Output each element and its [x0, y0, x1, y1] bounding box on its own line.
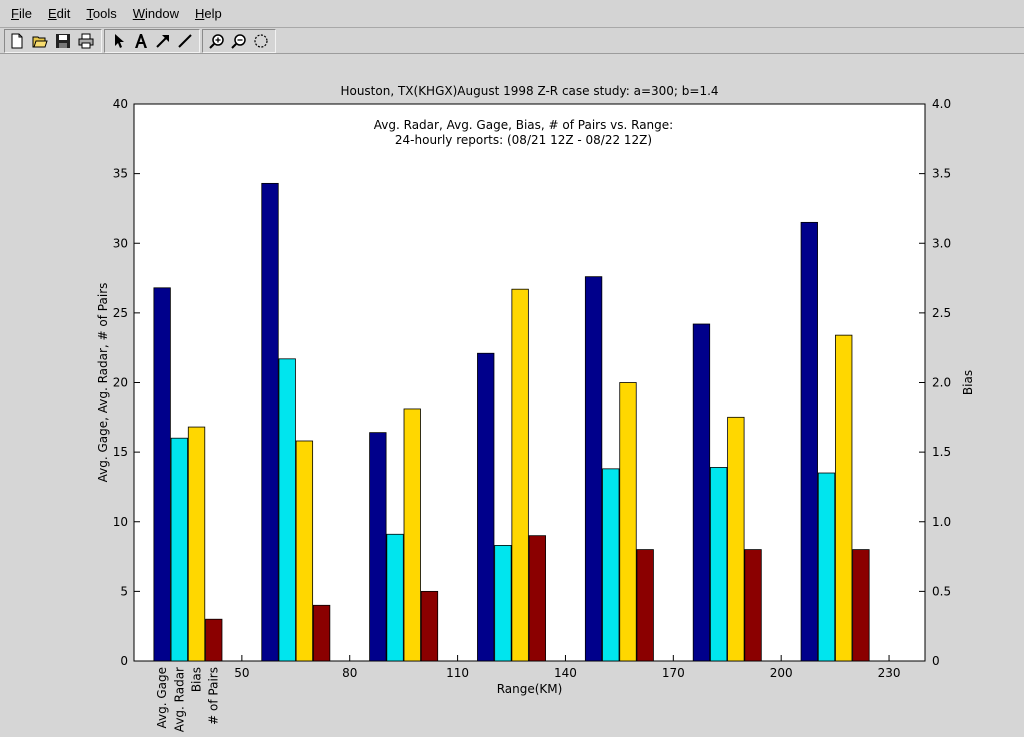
bar-avg-gage-85-110km	[369, 432, 387, 662]
bar-avg-gage-145-170km	[584, 276, 603, 662]
annotate-tools-group	[104, 29, 200, 53]
bar-bias-25-50km	[187, 426, 206, 662]
y-left-tick-label: 0	[120, 654, 128, 668]
y-left-tick-label: 40	[113, 97, 128, 111]
new-file-icon[interactable]	[7, 32, 27, 50]
x-tick-label: 140	[554, 666, 577, 680]
bar-avg-gage-115-140km	[477, 352, 495, 662]
x-tick-label: 50	[234, 666, 249, 680]
y-left-tick-label: 5	[120, 584, 128, 598]
y-right-axis-label: Bias	[961, 370, 975, 395]
bar-bias-205-230km	[835, 334, 853, 662]
y-right-tick-label: 0	[932, 654, 940, 668]
chart-title: Houston, TX(KHGX)August 1998 Z-R case st…	[340, 84, 718, 98]
bar-avg-radar-175-200km	[710, 467, 728, 662]
bar-of-pairs-175-200km	[744, 549, 762, 662]
x-tick-label: 230	[878, 666, 901, 680]
bar-avg-gage-25-50km	[153, 287, 171, 662]
insert-text-icon[interactable]	[131, 32, 151, 50]
y-left-tick-label: 25	[113, 306, 128, 320]
bar-avg-radar-115-140km	[494, 545, 512, 662]
x-tick-label: 170	[662, 666, 685, 680]
menu-file[interactable]: File	[11, 6, 32, 21]
menu-edit[interactable]: Edit	[47, 6, 71, 21]
menu-tools[interactable]: Tools	[86, 6, 117, 21]
zoom-in-icon[interactable]	[207, 32, 227, 50]
legend-label: Bias	[190, 667, 204, 692]
menu-bar: File Edit Tools Window Help	[0, 0, 1024, 28]
y-right-tick-label: 3.5	[932, 167, 951, 181]
bar-of-pairs-115-140km	[528, 535, 546, 662]
insert-arrow-icon[interactable]	[153, 32, 173, 50]
zoom-tools-group	[202, 29, 276, 53]
print-icon[interactable]	[76, 32, 96, 50]
menu-help[interactable]: Help	[194, 6, 222, 21]
y-right-tick-label: 1.0	[932, 515, 951, 529]
bar-avg-gage-55-80km	[261, 182, 279, 662]
bar-avg-gage-175-200km	[692, 323, 711, 662]
bar-avg-radar-145-170km	[602, 468, 620, 662]
legend-label: Avg. Radar	[172, 667, 186, 732]
toolbar	[0, 28, 1024, 54]
y-left-tick-label: 20	[113, 376, 128, 390]
bar-bias-115-140km	[511, 288, 529, 662]
y-right-tick-label: 0.5	[932, 584, 951, 598]
y-left-axis-label: Avg. Gage, Avg. Radar, # of Pairs	[96, 283, 110, 483]
bar-chart: 0 5 10 15 20 25 30 35 40 0 0.5 1.0 1.5 2.0 2.5 3.0 3.5 4.…	[96, 84, 975, 732]
x-tick-label: 110	[446, 666, 469, 680]
save-icon[interactable]	[53, 32, 73, 50]
rotate-icon[interactable]	[251, 32, 271, 50]
bar-avg-radar-205-230km	[817, 472, 836, 662]
bar-of-pairs-205-230km	[852, 549, 870, 662]
bar-avg-radar-55-80km	[278, 358, 296, 662]
bar-of-pairs-145-170km	[636, 549, 654, 662]
menu-window[interactable]: Window	[132, 6, 179, 21]
insert-line-icon[interactable]	[175, 32, 195, 50]
y-right-tick-label: 2.5	[932, 306, 951, 320]
bar-bias-175-200km	[727, 416, 745, 662]
chart-subtitle-line-1: Avg. Radar, Avg. Gage, Bias, # of Pairs …	[374, 118, 673, 132]
chart-subtitle-line-2: 24-hourly reports: (08/21 12Z - 08/22 12…	[395, 133, 652, 147]
y-left-tick-label: 35	[113, 167, 128, 181]
bar-bias-55-80km	[295, 440, 314, 662]
bar-of-pairs-55-80km	[312, 604, 331, 662]
file-tools-group	[4, 29, 102, 53]
y-right-tick-label: 3.0	[932, 236, 951, 250]
x-tick-label: 80	[342, 666, 357, 680]
bar-avg-gage-205-230km	[800, 221, 818, 662]
legend-label: # of Pairs	[207, 667, 221, 725]
x-axis-label: Range(KM)	[497, 682, 563, 696]
y-right-tick-label: 1.5	[932, 445, 951, 459]
zoom-out-icon[interactable]	[229, 32, 249, 50]
y-left-tick-label: 15	[113, 445, 128, 459]
legend-label: Avg. Gage	[155, 667, 169, 729]
y-right-tick-label: 4.0	[932, 97, 951, 111]
bar-bias-145-170km	[619, 382, 637, 662]
pointer-arrow-icon[interactable]	[109, 32, 129, 50]
y-left-tick-label: 30	[113, 236, 128, 250]
x-tick-label: 200	[770, 666, 793, 680]
bar-of-pairs-85-110km	[420, 590, 439, 662]
open-folder-icon[interactable]	[30, 32, 50, 50]
bar-avg-radar-85-110km	[386, 533, 404, 662]
figure-canvas: 0 5 10 15 20 25 30 35 40 0 0.5 1.0 1.5 2.0 2.5 3.0 3.5 4.…	[0, 54, 1024, 737]
y-left-tick-label: 10	[113, 515, 128, 529]
bar-bias-85-110km	[403, 408, 421, 662]
bar-of-pairs-25-50km	[205, 618, 223, 662]
bar-avg-radar-25-50km	[170, 437, 188, 662]
y-right-tick-label: 2.0	[932, 376, 951, 390]
